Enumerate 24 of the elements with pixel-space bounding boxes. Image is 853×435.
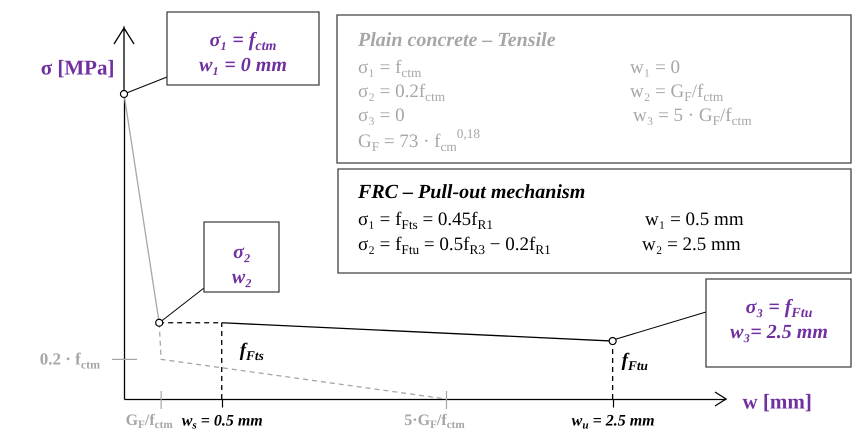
annotation: w₃ = 5 · G$_{F}$/f$_{ctm}$ — [633, 105, 752, 128]
annotation: σ₂ = 0.2f$_{ctm}$ — [358, 81, 446, 104]
annotation: FRC – Pull-out mechanism — [357, 181, 586, 203]
text: σ₁ = f$_{ctm}$ w₁ = 0 mm — [199, 29, 287, 76]
ref-line-label: G$_{F}$/f$_{ctm}$ — [126, 412, 174, 432]
annotation: σ₂ = f$_{Ftu}$ = 0.5f$_{R3}$ − 0.2f$_{R1}$ — [358, 234, 551, 257]
annotation: w₂ = 2.5 mm — [642, 234, 741, 255]
annotation: σ₂ w₂ — [232, 241, 252, 288]
annotation: w₁ = 0.5 mm — [645, 209, 744, 230]
annotation: σ₁ = f$_{Fts}$ = 0.45f$_{R1}$ — [358, 209, 494, 232]
annotation: w₂ = G$_{F}$/f$_{ctm}$ — [630, 81, 724, 104]
ref-line-label: 0.2 · f$_{ctm}$ — [40, 349, 100, 371]
text: σ₃ = f$_{Ftu}$ w₃= 2.5 mm — [730, 296, 828, 343]
annotation: f$_{Fts}$ — [240, 340, 264, 363]
x-tick-label: w$_{u}$ = 2.5 mm — [572, 412, 655, 432]
text: w₁ = 0 — [630, 57, 680, 78]
x-axis-title: w [mm] — [742, 390, 812, 414]
ref-line-label: 5·G$_{F}$/f$_{ctm}$ — [404, 412, 466, 432]
text: Plain concrete – Tensile — [357, 29, 556, 51]
text: σ₁ = f$_{ctm}$ — [358, 57, 422, 80]
x-tick-label: w$_{s}$ = 0.5 mm — [182, 412, 263, 432]
annotation: f$_{Ftu}$ — [622, 350, 648, 374]
annotation: σ₃ = 0 — [358, 105, 405, 126]
y-axis-title: σ [MPa] — [40, 56, 114, 80]
